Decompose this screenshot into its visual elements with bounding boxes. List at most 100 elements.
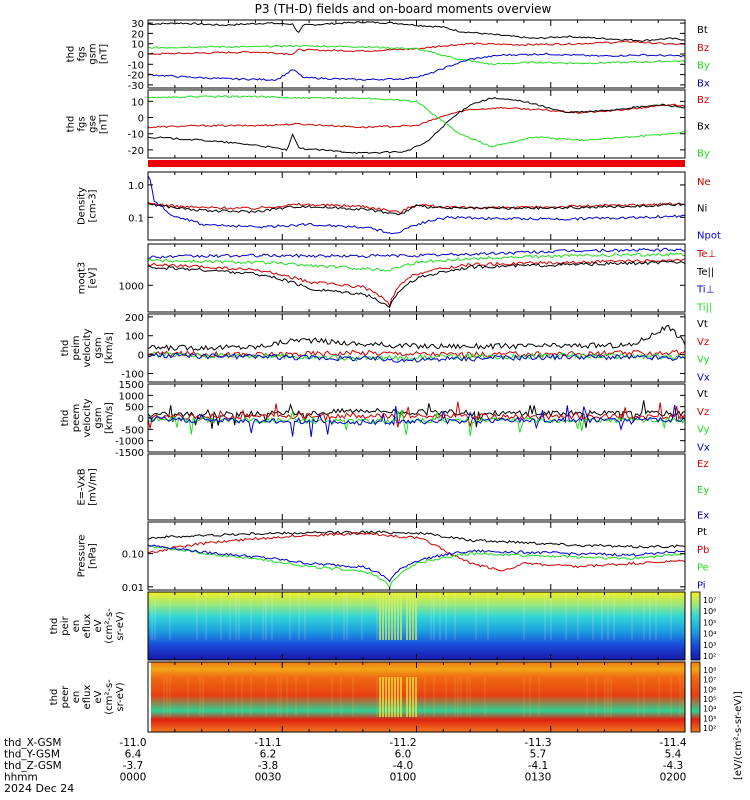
series-line-Pi [147,544,686,583]
y-axis-label: thd [66,116,77,133]
panel-5: thd peim velocity gsm [km/s] 200 100 0 -100 Vt Vz V… [60,313,710,384]
legend-Vy: Vy [697,425,710,436]
spectrogram-texture [631,592,633,640]
spectrogram-texture [466,677,468,717]
y-tick-label: -10 [128,60,144,71]
spectrogram-texture [454,592,456,640]
spectrogram-texture [577,592,579,640]
y-axis-label: thd [66,46,77,63]
x-axis-value: -4.1 [528,760,549,772]
y-tick-label: 200 [125,313,144,324]
series-line-By [147,44,686,66]
y-axis-label: gse [88,115,99,133]
colorbar-tick-label: 10² [703,652,716,661]
x-axis-value: 6.0 [395,749,412,761]
spectrogram-texture [385,677,387,717]
legend-Ni: Ni [697,204,707,215]
spectrogram-texture [397,592,399,640]
series-line-Ni [147,202,686,216]
y-tick-label: -1000 [115,437,144,448]
y-axis-label: Pressure [77,535,88,578]
spectrogram-texture [169,677,171,717]
spectrogram-texture [391,677,393,717]
spectrogram-texture [205,592,207,640]
spectrogram-texture [376,677,378,717]
spectrogram-texture [397,677,399,717]
y-axis-label: velocity [82,398,93,437]
y-tick-label: -10 [128,130,144,141]
panel-frame [147,383,686,453]
x-axis-value: -11.2 [389,737,416,749]
spectrogram-texture [229,592,231,640]
spectrogram-texture [433,677,435,717]
y-tick-label: -30 [128,81,144,92]
spectrogram-texture [361,592,363,640]
series-line-Pt [147,530,686,549]
x-axis-value: 0200 [660,772,687,784]
y-axis-label: [nT] [99,114,110,134]
x-axis-row-label: thd_Y-GSM [4,749,60,761]
x-axis-value: -4.3 [663,760,684,772]
spectrogram-texture [394,677,396,717]
spectrogram-texture [409,677,411,717]
spectrogram-texture [400,592,402,640]
y-axis-label: thd [60,410,71,427]
y-axis-label: velocity [82,328,93,367]
spectrogram-texture [670,592,672,640]
legend-Pe: Pe [697,563,709,574]
y-axis-label: [km/s] [104,332,115,364]
legend-Bx: Bx [697,122,710,133]
y-tick-label: 0.1 [128,213,144,224]
panel-10: thd peer en eflux eV (cm²-s-sr-eV)10⁸10⁷10⁶10… [49,661,716,733]
y-tick-label: -20 [128,71,144,82]
spectrogram-texture [223,677,225,717]
spectrogram-texture [346,592,348,640]
spectrogram-texture [199,677,201,717]
panel-6: thd peem velocity gsm [km/s] 150010005000-500… [60,380,710,459]
y-tick-label: 0 [138,50,144,61]
legend-Te||: Te|| [696,267,714,278]
spectrogram-texture [469,677,471,717]
x-axis-value: 6.4 [125,749,142,761]
x-axis-value: 0030 [255,772,282,784]
spectrogram-texture [424,677,426,717]
spectrogram-texture [295,677,297,717]
y-axis-label: thd [60,340,71,357]
spectrogram-texture [430,592,432,640]
y-axis-label: peer [60,685,71,709]
x-axis-value: 5.4 [665,749,682,761]
series-line-Ti⊥ [147,247,686,259]
y-tick-label: 0 [138,114,144,125]
y-axis-label: sr-eV) [115,682,126,711]
panel-7: E=-VxB [mV/m] Ez Ey Ex [77,453,709,522]
spectrogram-texture [445,677,447,717]
series-line-Vx [147,404,686,437]
spectrogram-texture [202,677,204,717]
y-axis-label: Density [77,187,88,225]
y-axis-label: en [71,620,82,633]
x-axis-value: 0130 [525,772,552,784]
series-line-Ti|| [147,252,686,272]
spectrogram [151,662,685,732]
spectrogram-texture [289,592,291,640]
spectrogram-texture [235,592,237,640]
y-tick-label: 1000 [119,391,144,402]
panel-2: thd fgs gse [nT] 10 0 -10 -20 Bz Bx By [66,89,710,159]
legend-Ez: Ez [697,459,709,470]
spectrogram-texture [610,677,612,717]
legend-Pb: Pb [697,545,709,556]
spectrogram-texture [415,677,417,717]
legend-Vz: Vz [697,407,709,418]
spectrogram-texture [445,592,447,640]
legend-Ey: Ey [697,485,709,496]
spectrogram-texture [331,677,333,717]
series-line-Vy [147,351,686,362]
flag-bar [148,160,685,167]
legend-By: By [697,148,710,159]
legend-Te⊥: Te⊥ [696,249,716,260]
spectrogram-texture [388,677,390,717]
spectrogram-texture [613,592,615,640]
legend-Bx: Bx [697,78,710,89]
spectrogram-texture [433,592,435,640]
series-line-Te⊥ [147,258,686,308]
